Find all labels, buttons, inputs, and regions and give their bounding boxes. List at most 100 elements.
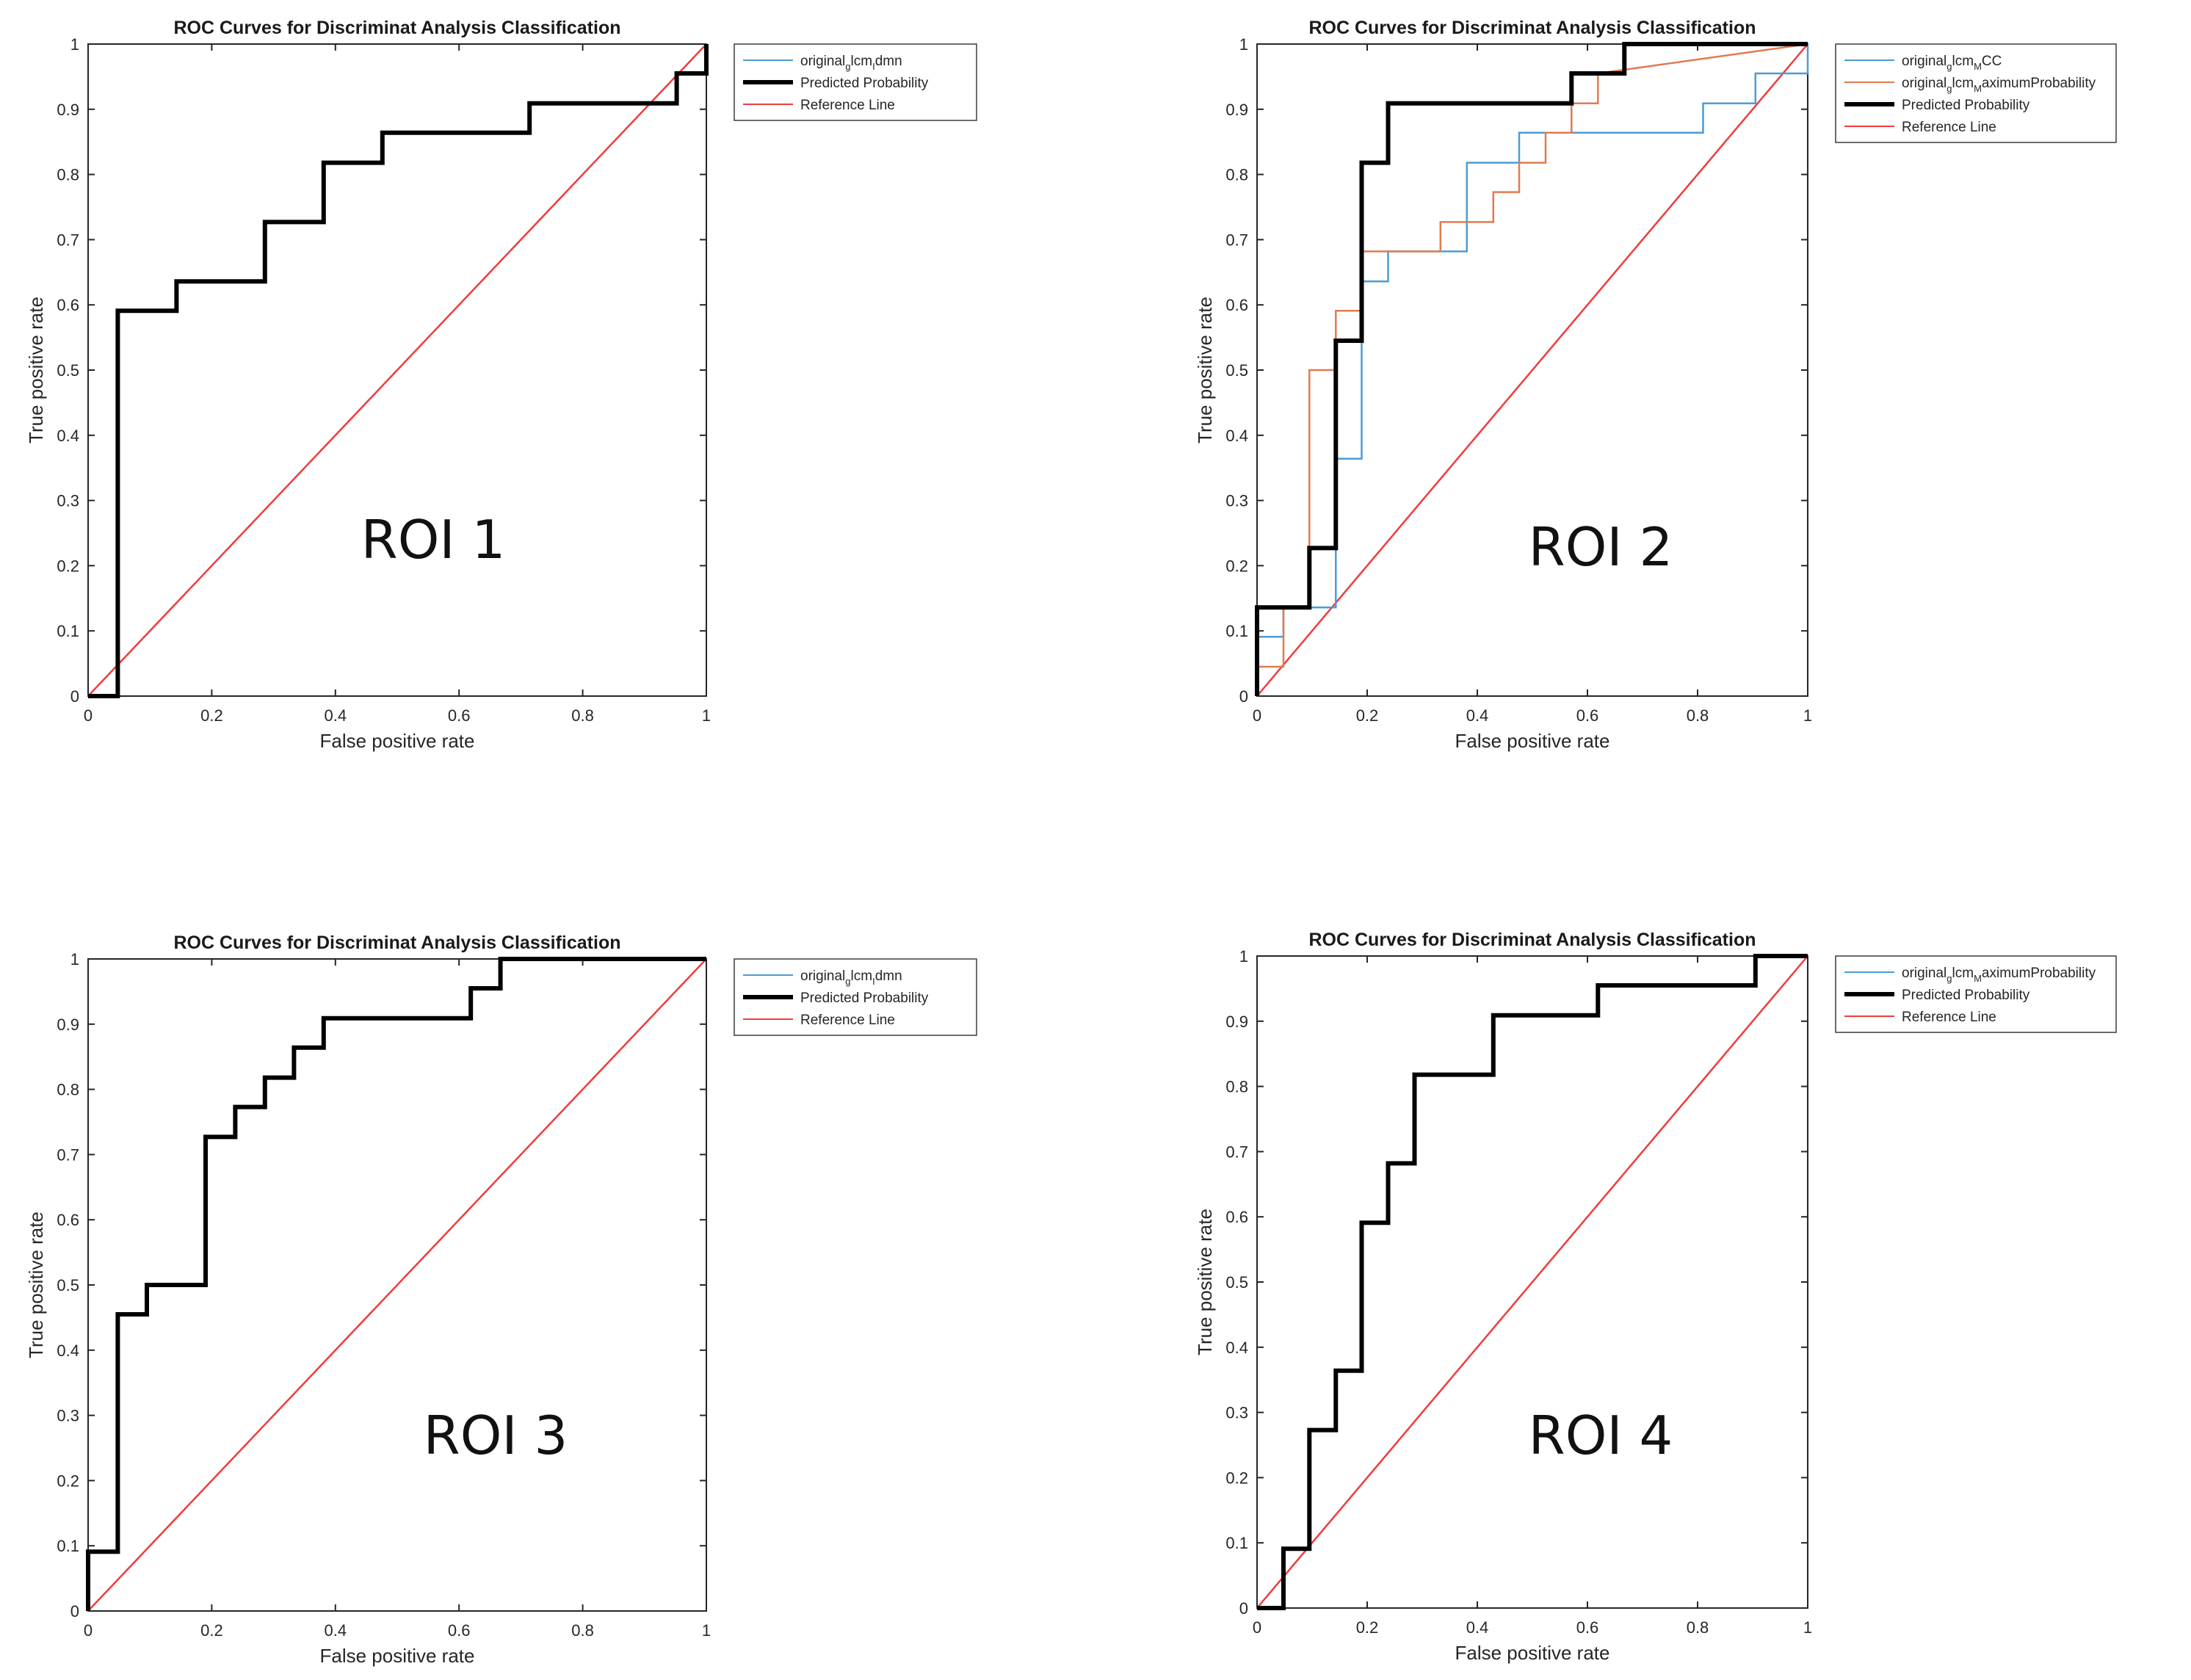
x-tick-label: 1 [1803,706,1812,725]
legend-label: Reference Line [800,1013,895,1028]
x-axis-label: False positive rate [1455,730,1610,752]
legend: originalglcmMCC originalglcmMaximumProbab… [1835,43,2117,143]
y-tick-label: 0.7 [57,231,79,249]
legend-subscript: I [872,976,875,987]
x-axis-label: False positive rate [1455,1642,1610,1664]
y-tick-label: 0.2 [1225,557,1248,575]
x-tick-label: 1 [702,706,711,725]
series-line-predicted-probability [1255,42,1808,696]
y-tick-label: 0.3 [57,1407,79,1425]
series-line-predicted-probability [1257,954,1808,1610]
legend-text-part: dmn [875,54,902,69]
y-tick-label: 1 [70,950,79,968]
y-tick-label: 0.6 [1225,1208,1248,1226]
y-tick-label: 1 [1239,947,1248,966]
x-tick-label: 1 [1803,1618,1812,1637]
x-axis-label: False positive rate [320,1645,475,1667]
x-tick-label: 0.2 [1356,706,1379,725]
legend-text-part: CC [1982,54,2002,69]
legend-label: originalglcmMCC [1902,54,2002,72]
legend-label: Reference Line [1902,120,1996,135]
y-tick-label: 0.5 [57,361,79,380]
chart-title: ROC Curves for Discriminat Analysis Clas… [1309,18,1756,38]
x-tick-label: 0.8 [571,706,594,725]
series-line-reference-line [1256,955,1808,1609]
legend-label: originalglcmIdmn [800,968,902,987]
y-tick-label: 1 [70,35,79,54]
x-tick-label: 0 [84,706,93,725]
legend-text-part: original [1902,76,1946,91]
y-tick-label: 0.5 [57,1276,79,1295]
series-line-predicted-probability [86,957,706,1611]
series-line-reference-line [87,43,707,697]
y-tick-label: 0.7 [1225,231,1248,249]
x-tick-label: 0.8 [571,1621,594,1640]
y-tick-label: 0.9 [57,101,79,119]
roc-panel-1: ROC Curves for Discriminat Analysis Clas… [25,18,977,752]
legend-subscript: g [1946,61,1952,72]
legend-text-part: aximumProbability [1982,76,2096,91]
x-tick-label: 0.6 [1576,706,1599,725]
x-tick-label: 0.4 [325,1621,347,1640]
y-tick-label: 0.8 [57,1081,79,1099]
y-tick-label: 0.6 [57,296,79,314]
x-tick-label: 0.6 [448,1621,471,1640]
y-tick-label: 0.3 [1225,1404,1248,1422]
series-line-reference-line [87,958,707,1612]
y-tick-label: 0.4 [1225,1339,1248,1357]
legend-label: Predicted Probability [800,991,929,1006]
x-tick-label: 0.4 [1466,1618,1489,1637]
y-axis-label: True positive rate [25,297,47,443]
roi-label: ROI 2 [1529,516,1673,578]
y-tick-label: 0.1 [57,1537,79,1555]
y-tick-label: 0.1 [57,622,79,640]
y-axis-label: True positive rate [1194,297,1216,443]
legend-label: Predicted Probability [1902,98,2030,113]
x-tick-label: 0.4 [325,706,347,725]
legend-subscript: g [1946,973,1952,984]
y-tick-label: 0.1 [1225,622,1248,640]
legend: originalglcmIdmn Predicted Probability Ref… [734,43,977,121]
x-tick-label: 0.6 [1576,1618,1599,1637]
series-line-reference-line [1256,43,1808,697]
roi-label: ROI 4 [1529,1405,1673,1466]
chart-title: ROC Curves for Discriminat Analysis Clas… [174,18,621,38]
y-tick-label: 0.8 [57,166,79,184]
y-tick-label: 0 [1239,687,1248,706]
y-tick-label: 0.7 [1225,1143,1248,1161]
legend-label: Predicted Probability [1902,988,2030,1003]
x-tick-label: 0.2 [200,706,223,725]
y-tick-label: 0.7 [57,1145,79,1164]
x-tick-label: 0.4 [1466,706,1489,725]
roc-panel-4: ROC Curves for Discriminat Analysis Clas… [1194,930,2117,1664]
series-line-predicted-probability [88,44,709,698]
x-tick-label: 0 [1253,706,1261,725]
x-tick-label: 0.2 [200,1621,223,1640]
y-tick-label: 0.2 [1225,1469,1248,1487]
y-tick-label: 0.9 [1225,1013,1248,1031]
y-tick-label: 0.8 [1225,1078,1248,1096]
roc-panel-2: ROC Curves for Discriminat Analysis Clas… [1194,18,2117,752]
y-tick-label: 0.5 [1225,361,1248,380]
y-axis-label: True positive rate [1194,1209,1216,1355]
y-tick-label: 0 [1239,1599,1248,1618]
legend-label: originalglcmMaximumProbability [1902,76,2096,94]
x-tick-label: 0.8 [1687,1618,1709,1637]
y-tick-label: 0.3 [57,492,79,510]
legend-subscript: M [1974,973,1982,984]
x-tick-label: 1 [702,1621,711,1640]
legend-subscript: g [1946,83,1952,94]
y-tick-label: 0.1 [1225,1534,1248,1552]
legend: originalglcmIdmn Predicted Probability Ref… [734,958,977,1036]
roc-panel-3: ROC Curves for Discriminat Analysis Clas… [25,933,977,1667]
x-tick-label: 0 [84,1621,93,1640]
y-tick-label: 0.5 [1225,1273,1248,1292]
legend-text-part: lcm [851,968,873,984]
y-tick-label: 0.3 [1225,492,1248,510]
y-tick-label: 0.4 [1225,427,1248,445]
y-tick-label: 0.2 [57,557,79,575]
y-tick-label: 0.9 [57,1015,79,1034]
legend-text-part: dmn [875,968,902,984]
x-tick-label: 0.8 [1687,706,1709,725]
